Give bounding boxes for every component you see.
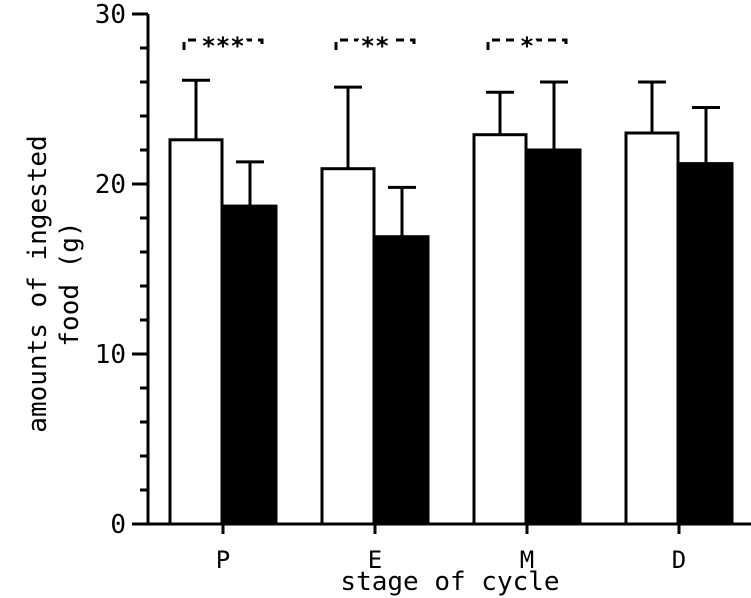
bar-M-0 xyxy=(472,133,528,526)
y-axis-title-line-1: amounts of ingested xyxy=(23,135,53,432)
bar-P-0 xyxy=(168,138,224,526)
y-axis-title: amounts of ingested food (g) xyxy=(23,135,85,432)
y-tick-label: 10 xyxy=(95,340,126,370)
y-tick-label: 20 xyxy=(95,170,126,200)
significance-label-E: ** xyxy=(361,32,390,60)
bar-D-0 xyxy=(624,131,680,526)
x-axis-title: stage of cycle xyxy=(340,567,559,597)
significance-bracket-P xyxy=(182,38,264,50)
y-tick-label: 30 xyxy=(95,0,126,30)
bar-P-1 xyxy=(222,204,278,526)
bar-E-1 xyxy=(374,235,430,526)
significance-label-M: * xyxy=(520,32,534,60)
significance-bracket-M xyxy=(486,38,568,50)
significance-bracket-E xyxy=(334,38,416,50)
axes: P E M D 0 10 20 30 xyxy=(95,0,751,574)
bar-M-1 xyxy=(526,148,582,526)
bar-E-0 xyxy=(320,167,376,526)
y-tick-label: 0 xyxy=(110,510,126,540)
x-tick-label-M: M xyxy=(520,546,534,574)
y-axis-title-line-2: food (g) xyxy=(55,221,85,346)
x-tick-label-P: P xyxy=(216,546,230,574)
significance-label-P: *** xyxy=(201,32,244,60)
bar-D-1 xyxy=(678,162,734,526)
x-tick-label-D: D xyxy=(672,546,686,574)
plot-area: *** ** * xyxy=(168,29,734,526)
x-tick-label-E: E xyxy=(368,546,382,574)
